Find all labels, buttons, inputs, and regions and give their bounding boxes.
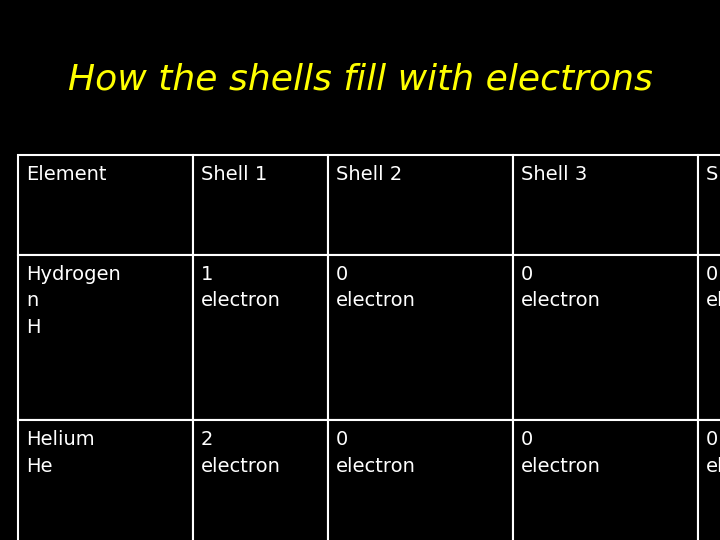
Text: Shell 3: Shell 3 [521, 165, 588, 184]
Text: Shell 4: Shell 4 [706, 165, 720, 184]
Bar [193, 255, 328, 420]
Bar [513, 255, 698, 420]
Text: How the shells fill with electrons: How the shells fill with electrons [68, 63, 652, 97]
Bar [698, 255, 720, 420]
Bar [328, 155, 513, 255]
Bar [698, 420, 720, 540]
Text: 0
electron: 0 electron [706, 265, 720, 310]
Bar [18, 255, 193, 420]
Bar [18, 155, 193, 255]
Text: 2
electron: 2 electron [201, 430, 281, 476]
Text: Element: Element [26, 165, 107, 184]
Bar [193, 420, 328, 540]
Text: 0
electron: 0 electron [336, 430, 416, 476]
Bar [513, 155, 698, 255]
Text: 1
electron: 1 electron [201, 265, 281, 310]
Bar [513, 420, 698, 540]
Bar [193, 155, 328, 255]
Text: Helium
He: Helium He [26, 430, 94, 476]
Text: 0
electron: 0 electron [706, 430, 720, 476]
Text: Shell 1: Shell 1 [201, 165, 267, 184]
Bar [698, 155, 720, 255]
Text: 0
electron: 0 electron [336, 265, 416, 310]
Bar [328, 255, 513, 420]
Text: 0
electron: 0 electron [521, 265, 601, 310]
Text: Hydrogen
n
H: Hydrogen n H [26, 265, 121, 337]
Bar [328, 420, 513, 540]
Text: Shell 2: Shell 2 [336, 165, 402, 184]
Bar [18, 420, 193, 540]
Text: 0
electron: 0 electron [521, 430, 601, 476]
